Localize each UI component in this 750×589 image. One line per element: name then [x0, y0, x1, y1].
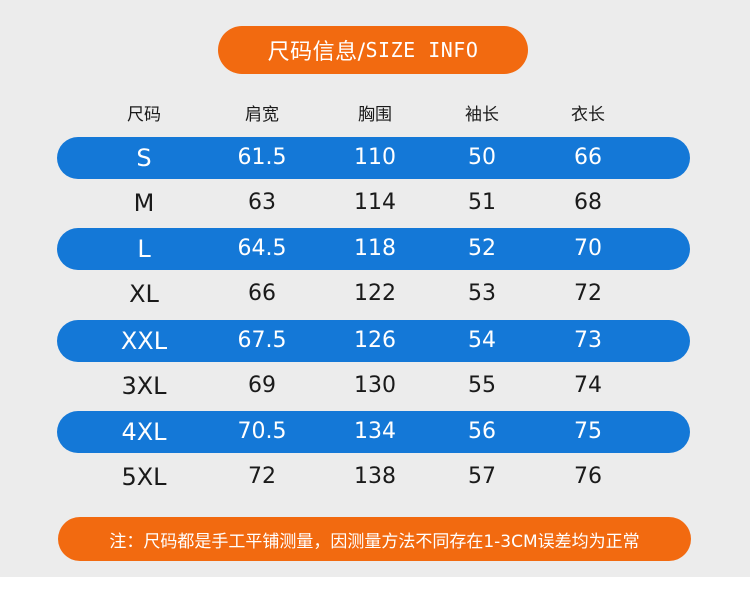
title-en: SIZE INFO	[365, 38, 479, 62]
table-row: XXL 67.5 126 54 73	[0, 320, 750, 362]
cell-size: XXL	[120, 327, 168, 355]
cell-size: XL	[129, 280, 159, 308]
note-text: 注：尺码都是手工平铺测量，因测量方法不同存在1-3CM误差均为正常	[109, 531, 640, 552]
cell-chest: 130	[354, 373, 396, 398]
cell-chest: 122	[354, 281, 396, 306]
cell-shoulder: 64.5	[237, 236, 287, 261]
cell-size: 5XL	[121, 463, 167, 491]
cell-chest: 138	[354, 464, 396, 489]
table-row: 3XL 69 130 55 74	[0, 365, 750, 407]
header-shoulder: 肩宽	[245, 105, 279, 125]
table-row: 4XL 70.5 134 56 75	[0, 411, 750, 453]
cell-sleeve: 56	[468, 419, 496, 444]
cell-shoulder: 72	[248, 464, 276, 489]
cell-size: S	[136, 144, 152, 172]
cell-size: 3XL	[121, 372, 167, 400]
cell-length: 75	[574, 419, 602, 444]
size-info-title: 尺码信息/SIZE INFO	[218, 26, 528, 74]
cell-length: 76	[574, 464, 602, 489]
cell-shoulder: 66	[248, 281, 276, 306]
cell-sleeve: 53	[468, 281, 496, 306]
row-band	[57, 228, 690, 270]
cell-sleeve: 55	[468, 373, 496, 398]
cell-shoulder: 61.5	[237, 145, 287, 170]
cell-length: 74	[574, 373, 602, 398]
cell-shoulder: 69	[248, 373, 276, 398]
cell-shoulder: 67.5	[237, 328, 287, 353]
cell-length: 70	[574, 236, 602, 261]
table-row: M 63 114 51 68	[0, 182, 750, 224]
cell-sleeve: 51	[468, 190, 496, 215]
cell-sleeve: 54	[468, 328, 496, 353]
table-row: 5XL 72 138 57 76	[0, 456, 750, 498]
cell-length: 72	[574, 281, 602, 306]
cell-size: 4XL	[121, 418, 167, 446]
row-band	[57, 411, 690, 453]
header-size: 尺码	[127, 105, 161, 125]
cell-shoulder: 63	[248, 190, 276, 215]
cell-sleeve: 50	[468, 145, 496, 170]
cell-chest: 110	[354, 145, 396, 170]
cell-shoulder: 70.5	[237, 419, 287, 444]
header-sleeve: 袖长	[465, 105, 499, 125]
cell-chest: 118	[354, 236, 396, 261]
table-row: S 61.5 110 50 66	[0, 137, 750, 179]
header-length: 衣长	[571, 105, 605, 125]
cell-sleeve: 52	[468, 236, 496, 261]
table-row: L 64.5 118 52 70	[0, 228, 750, 270]
cell-sleeve: 57	[468, 464, 496, 489]
bottom-strip	[0, 577, 750, 589]
cell-size: L	[137, 235, 151, 263]
row-band	[57, 320, 690, 362]
cell-chest: 126	[354, 328, 396, 353]
cell-length: 68	[574, 190, 602, 215]
cell-chest: 134	[354, 419, 396, 444]
cell-length: 73	[574, 328, 602, 353]
table-header: 尺码 肩宽 胸围 袖长 衣长	[0, 100, 750, 130]
cell-size: M	[133, 189, 155, 217]
header-chest: 胸围	[358, 105, 392, 125]
cell-chest: 114	[354, 190, 396, 215]
row-band	[57, 137, 690, 179]
table-row: XL 66 122 53 72	[0, 273, 750, 315]
cell-length: 66	[574, 145, 602, 170]
measurement-note: 注：尺码都是手工平铺测量，因测量方法不同存在1-3CM误差均为正常	[58, 517, 691, 561]
title-zh: 尺码信息/	[267, 40, 366, 65]
